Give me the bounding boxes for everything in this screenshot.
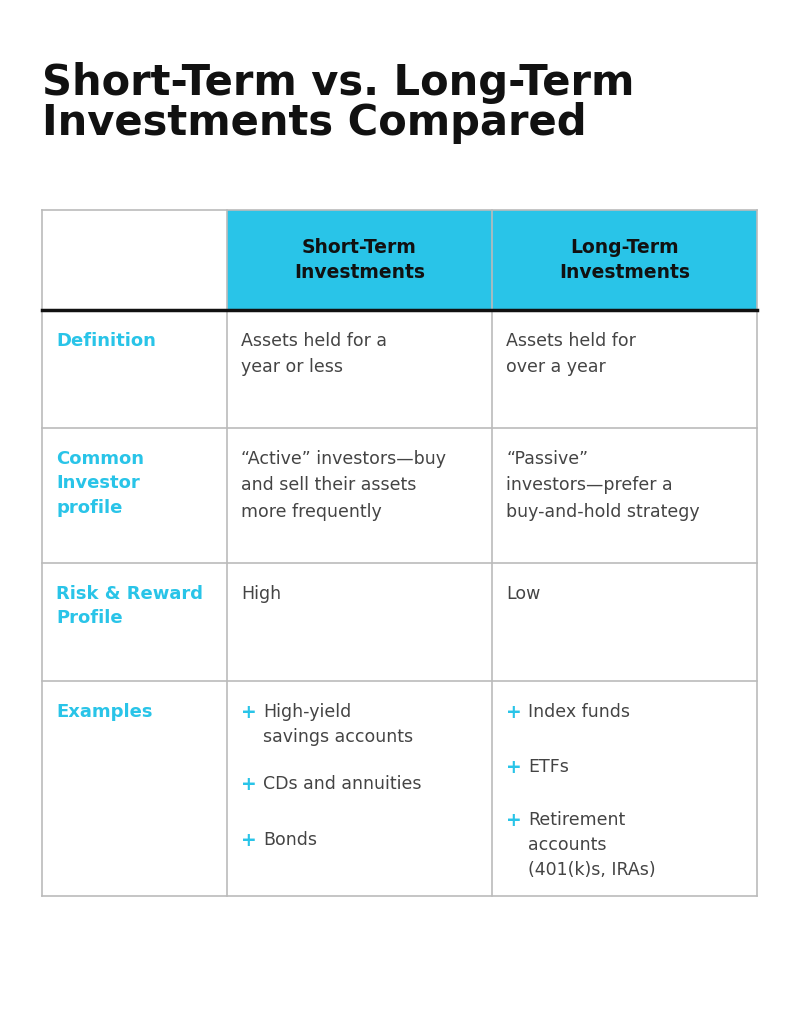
Text: Risk & Reward
Profile: Risk & Reward Profile bbox=[56, 585, 203, 628]
Text: CDs and annuities: CDs and annuities bbox=[263, 775, 422, 793]
Text: Assets held for
over a year: Assets held for over a year bbox=[506, 332, 636, 377]
Bar bbox=[492, 210, 757, 310]
Text: Examples: Examples bbox=[56, 703, 153, 721]
Text: Short-Term vs. Long-Term: Short-Term vs. Long-Term bbox=[42, 62, 634, 104]
Text: Common
Investor
profile: Common Investor profile bbox=[56, 450, 144, 516]
Text: Definition: Definition bbox=[56, 332, 156, 350]
Text: Assets held for a
year or less: Assets held for a year or less bbox=[241, 332, 387, 377]
Text: Long-Term
Investments: Long-Term Investments bbox=[559, 239, 690, 282]
Text: Short-Term
Investments: Short-Term Investments bbox=[294, 239, 425, 282]
Text: ETFs: ETFs bbox=[528, 758, 569, 776]
Text: +: + bbox=[241, 703, 256, 722]
Text: High: High bbox=[241, 585, 281, 603]
Text: Retirement
accounts
(401(k)s, IRAs): Retirement accounts (401(k)s, IRAs) bbox=[528, 811, 656, 879]
Text: +: + bbox=[241, 775, 256, 794]
Text: “Active” investors—buy
and sell their assets
more frequently: “Active” investors—buy and sell their as… bbox=[241, 450, 446, 521]
Text: “Passive”
investors—prefer a
buy-and-hold strategy: “Passive” investors—prefer a buy-and-hol… bbox=[506, 450, 700, 521]
Text: Index funds: Index funds bbox=[528, 703, 630, 721]
Text: +: + bbox=[506, 703, 522, 722]
Text: Investments Compared: Investments Compared bbox=[42, 102, 586, 144]
Bar bbox=[227, 210, 492, 310]
Text: High-yield
savings accounts: High-yield savings accounts bbox=[263, 703, 413, 746]
Text: +: + bbox=[241, 831, 256, 850]
Text: +: + bbox=[506, 758, 522, 777]
Text: +: + bbox=[506, 811, 522, 830]
Text: Bonds: Bonds bbox=[263, 831, 317, 849]
Text: Low: Low bbox=[506, 585, 540, 603]
